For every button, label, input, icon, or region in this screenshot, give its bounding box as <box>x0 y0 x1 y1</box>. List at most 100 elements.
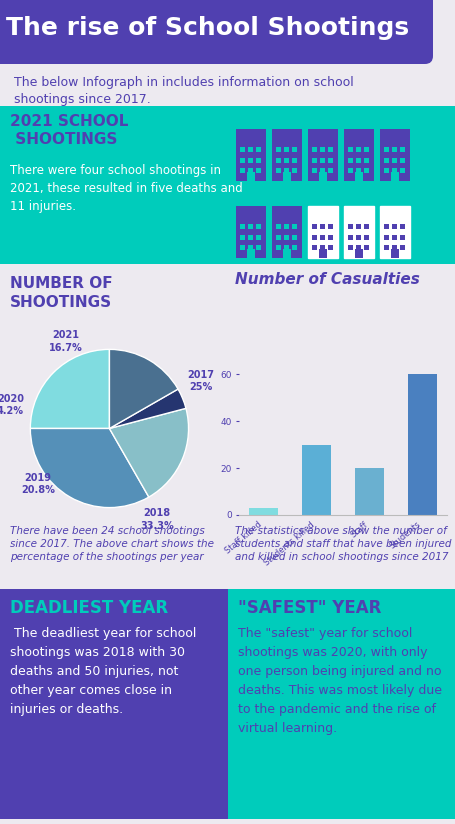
Bar <box>247 171 254 181</box>
Text: DEADLIEST YEAR: DEADLIEST YEAR <box>10 599 168 617</box>
FancyBboxPatch shape <box>228 589 455 819</box>
Bar <box>311 168 316 173</box>
Bar <box>355 147 360 152</box>
Bar <box>391 157 396 163</box>
Bar <box>291 245 297 250</box>
Text: NUMBER OF
SHOOTINGS: NUMBER OF SHOOTINGS <box>10 276 112 310</box>
Bar <box>239 147 244 152</box>
Bar <box>391 235 396 240</box>
Bar <box>275 147 280 152</box>
Bar <box>355 245 360 250</box>
Bar <box>275 235 280 240</box>
Bar <box>354 249 362 258</box>
Bar <box>275 168 280 173</box>
Bar <box>354 468 384 515</box>
FancyBboxPatch shape <box>271 206 301 258</box>
Bar <box>291 235 297 240</box>
FancyBboxPatch shape <box>307 129 337 181</box>
Text: 2021 SCHOOL
 SHOOTINGS: 2021 SCHOOL SHOOTINGS <box>10 114 128 147</box>
Bar <box>255 245 261 250</box>
Wedge shape <box>30 349 109 428</box>
Wedge shape <box>109 389 186 428</box>
Bar <box>319 157 324 163</box>
Bar <box>383 224 388 229</box>
Bar <box>383 168 388 173</box>
Bar <box>311 157 316 163</box>
Wedge shape <box>109 409 188 497</box>
Bar <box>327 157 333 163</box>
Bar <box>391 224 396 229</box>
Bar <box>355 235 360 240</box>
Bar <box>283 249 290 258</box>
Bar <box>283 157 288 163</box>
FancyBboxPatch shape <box>343 206 373 258</box>
Bar <box>319 245 324 250</box>
Bar <box>247 245 253 250</box>
Bar <box>399 245 404 250</box>
Bar <box>311 147 316 152</box>
FancyBboxPatch shape <box>343 129 373 181</box>
Bar <box>391 147 396 152</box>
Bar <box>239 245 244 250</box>
FancyBboxPatch shape <box>236 129 265 181</box>
Bar <box>383 157 388 163</box>
Bar <box>283 147 288 152</box>
Text: The "safest" year for school
shootings was 2020, with only
one person being inju: The "safest" year for school shootings w… <box>238 627 441 735</box>
Bar <box>327 235 333 240</box>
Text: The below Infograph in includes information on school
shootings since 2017.: The below Infograph in includes informat… <box>14 76 353 106</box>
Bar <box>291 157 297 163</box>
Bar <box>347 224 352 229</box>
Bar <box>347 235 352 240</box>
Text: 2021
16.7%: 2021 16.7% <box>49 330 83 353</box>
Bar <box>327 245 333 250</box>
Bar <box>391 245 396 250</box>
FancyBboxPatch shape <box>271 129 301 181</box>
Bar <box>383 235 388 240</box>
FancyBboxPatch shape <box>307 206 337 258</box>
Bar <box>291 168 297 173</box>
Bar <box>318 249 326 258</box>
Bar <box>275 157 280 163</box>
Bar <box>399 168 404 173</box>
Bar <box>275 245 280 250</box>
FancyBboxPatch shape <box>379 129 409 181</box>
Bar <box>363 224 369 229</box>
Bar <box>347 168 352 173</box>
Bar <box>247 147 253 152</box>
Bar <box>283 235 288 240</box>
Bar <box>247 224 253 229</box>
Bar <box>291 147 297 152</box>
Wedge shape <box>30 428 148 508</box>
Bar <box>327 147 333 152</box>
Bar <box>319 168 324 173</box>
Text: The deadliest year for school
shootings was 2018 with 30
deaths and 50 injuries,: The deadliest year for school shootings … <box>10 627 196 716</box>
Bar <box>407 374 436 515</box>
Bar <box>399 235 404 240</box>
Text: The rise of School Shootings: The rise of School Shootings <box>6 16 408 40</box>
Bar <box>291 224 297 229</box>
Bar <box>363 147 369 152</box>
Bar <box>391 168 396 173</box>
Bar <box>355 157 360 163</box>
Bar <box>247 157 253 163</box>
Bar <box>319 235 324 240</box>
Bar <box>255 157 261 163</box>
FancyBboxPatch shape <box>0 106 455 264</box>
Bar <box>318 171 326 181</box>
Bar <box>311 235 316 240</box>
Bar <box>311 224 316 229</box>
Bar <box>301 445 330 515</box>
Bar <box>383 245 388 250</box>
Text: Number of Casualties: Number of Casualties <box>234 272 419 287</box>
Bar <box>255 224 261 229</box>
Bar <box>247 235 253 240</box>
Bar <box>283 168 288 173</box>
Bar <box>363 245 369 250</box>
Bar <box>255 147 261 152</box>
Bar <box>347 147 352 152</box>
Bar <box>383 147 388 152</box>
Bar <box>283 245 288 250</box>
Bar <box>255 168 261 173</box>
Bar <box>255 235 261 240</box>
Bar <box>347 157 352 163</box>
